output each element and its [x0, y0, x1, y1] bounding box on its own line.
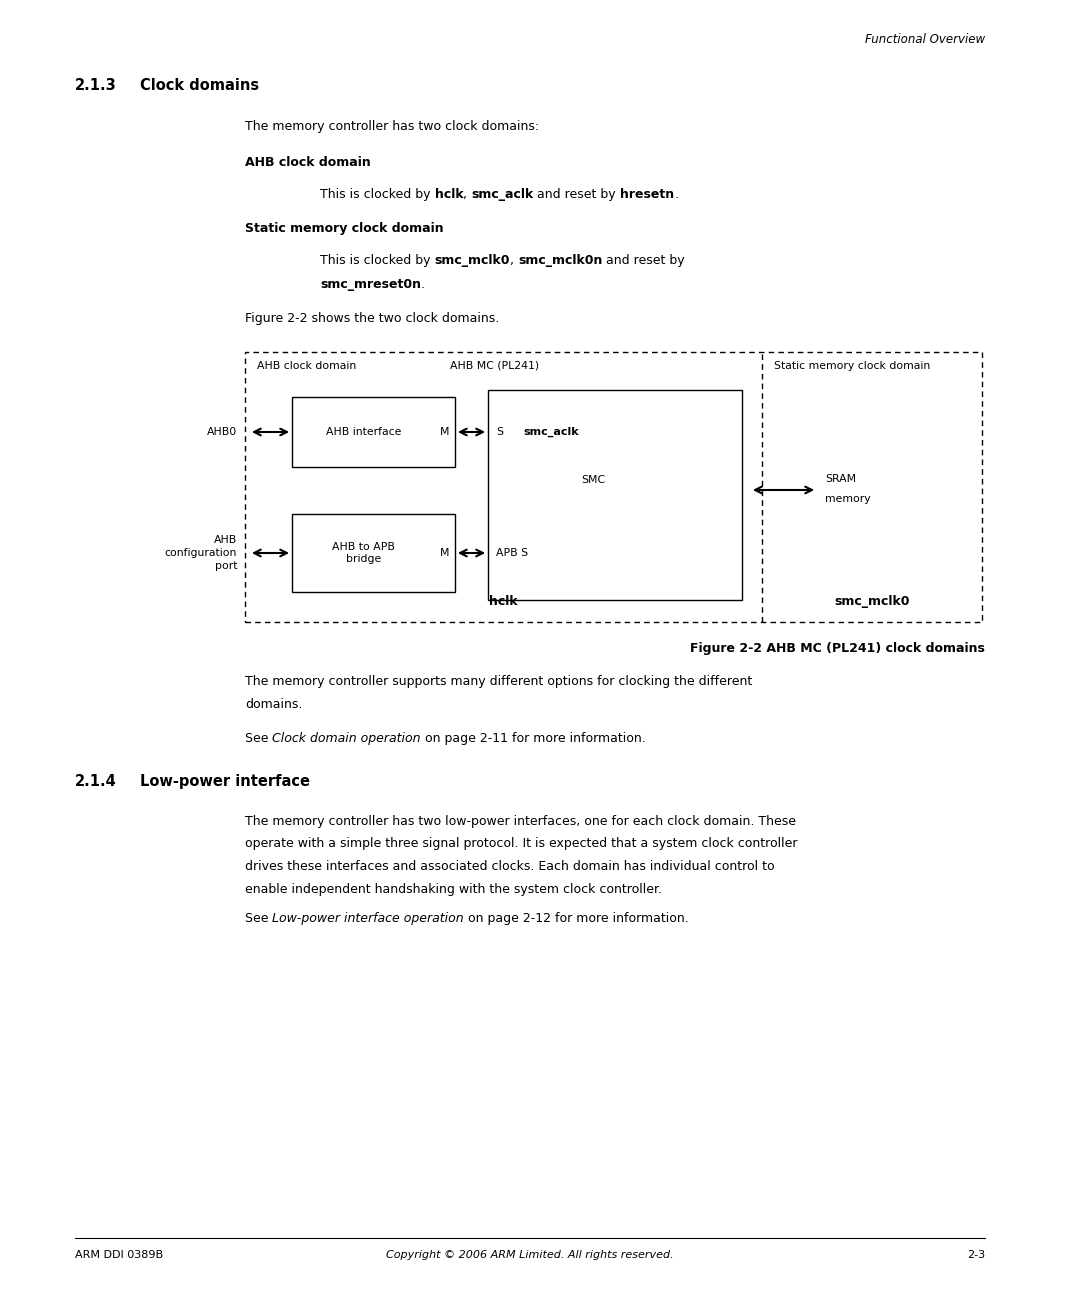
Text: AHB0: AHB0 [206, 426, 237, 437]
Text: domains.: domains. [245, 699, 302, 712]
Text: The memory controller has two low-power interfaces, one for each clock domain. T: The memory controller has two low-power … [245, 815, 796, 828]
Text: drives these interfaces and associated clocks. Each domain has individual contro: drives these interfaces and associated c… [245, 861, 774, 874]
Bar [292, 397, 455, 467]
Text: port: port [215, 561, 237, 572]
Text: SMC: SMC [581, 476, 605, 485]
Text: Static memory clock domain: Static memory clock domain [774, 362, 930, 371]
Text: See: See [245, 732, 272, 745]
Text: AHB MC (PL241): AHB MC (PL241) [450, 362, 539, 371]
Text: configuration: configuration [164, 548, 237, 559]
Text: .: . [674, 188, 678, 201]
Text: on page 2-11 for more information.: on page 2-11 for more information. [421, 732, 646, 745]
Text: Figure 2-2 AHB MC (PL241) clock domains: Figure 2-2 AHB MC (PL241) clock domains [690, 642, 985, 654]
Text: on page 2-12 for more information.: on page 2-12 for more information. [464, 912, 689, 925]
Text: This is clocked by: This is clocked by [320, 188, 434, 201]
Text: ,: , [510, 254, 518, 267]
Text: .: . [421, 279, 426, 292]
Text: The memory controller supports many different options for clocking the different: The memory controller supports many diff… [245, 675, 753, 688]
Text: APB S: APB S [496, 548, 528, 559]
Text: hclk: hclk [434, 188, 463, 201]
Text: smc_mclk0: smc_mclk0 [434, 254, 510, 267]
Text: Figure 2-2 shows the two clock domains.: Figure 2-2 shows the two clock domains. [245, 312, 499, 325]
Text: Low-power interface: Low-power interface [140, 774, 310, 789]
Text: and reset by: and reset by [603, 254, 685, 267]
Text: 2-3: 2-3 [967, 1251, 985, 1260]
Text: M: M [441, 426, 449, 437]
Text: smc_aclk: smc_aclk [471, 188, 534, 201]
Text: enable independent handshaking with the system clock controller.: enable independent handshaking with the … [245, 883, 662, 896]
Text: M: M [441, 548, 449, 559]
Text: and reset by: and reset by [534, 188, 620, 201]
Text: smc_aclk: smc_aclk [523, 426, 579, 437]
Text: S: S [496, 426, 503, 437]
Text: memory: memory [825, 494, 870, 504]
Text: AHB clock domain: AHB clock domain [257, 362, 356, 371]
Bar [488, 390, 742, 600]
Text: smc_mclk0n: smc_mclk0n [518, 254, 603, 267]
Text: Clock domains: Clock domains [140, 78, 259, 93]
Text: Functional Overview: Functional Overview [865, 32, 985, 45]
Text: AHB interface: AHB interface [326, 426, 401, 437]
Text: smc_mreset0n: smc_mreset0n [320, 279, 421, 292]
Text: hclk: hclk [489, 595, 517, 608]
Text: Copyright © 2006 ARM Limited. All rights reserved.: Copyright © 2006 ARM Limited. All rights… [387, 1251, 674, 1260]
Text: AHB clock domain: AHB clock domain [245, 156, 370, 168]
Text: hresetn: hresetn [620, 188, 674, 201]
Text: See: See [245, 912, 272, 925]
Text: AHB to APB
bridge: AHB to APB bridge [332, 542, 395, 564]
Text: ARM DDI 0389B: ARM DDI 0389B [75, 1251, 163, 1260]
Text: 2.1.4: 2.1.4 [75, 774, 117, 789]
Text: Static memory clock domain: Static memory clock domain [245, 222, 444, 235]
Bar [292, 515, 455, 592]
Text: smc_mclk0: smc_mclk0 [834, 595, 909, 608]
Text: operate with a simple three signal protocol. It is expected that a system clock : operate with a simple three signal proto… [245, 837, 797, 850]
Text: Low-power interface operation: Low-power interface operation [272, 912, 464, 925]
Text: The memory controller has two clock domains:: The memory controller has two clock doma… [245, 121, 539, 133]
Text: 2.1.3: 2.1.3 [75, 78, 117, 93]
Bar [245, 353, 982, 622]
Text: AHB: AHB [214, 535, 237, 546]
Text: This is clocked by: This is clocked by [320, 254, 434, 267]
Text: ,: , [463, 188, 471, 201]
Text: SRAM: SRAM [825, 474, 856, 483]
Text: Clock domain operation: Clock domain operation [272, 732, 421, 745]
